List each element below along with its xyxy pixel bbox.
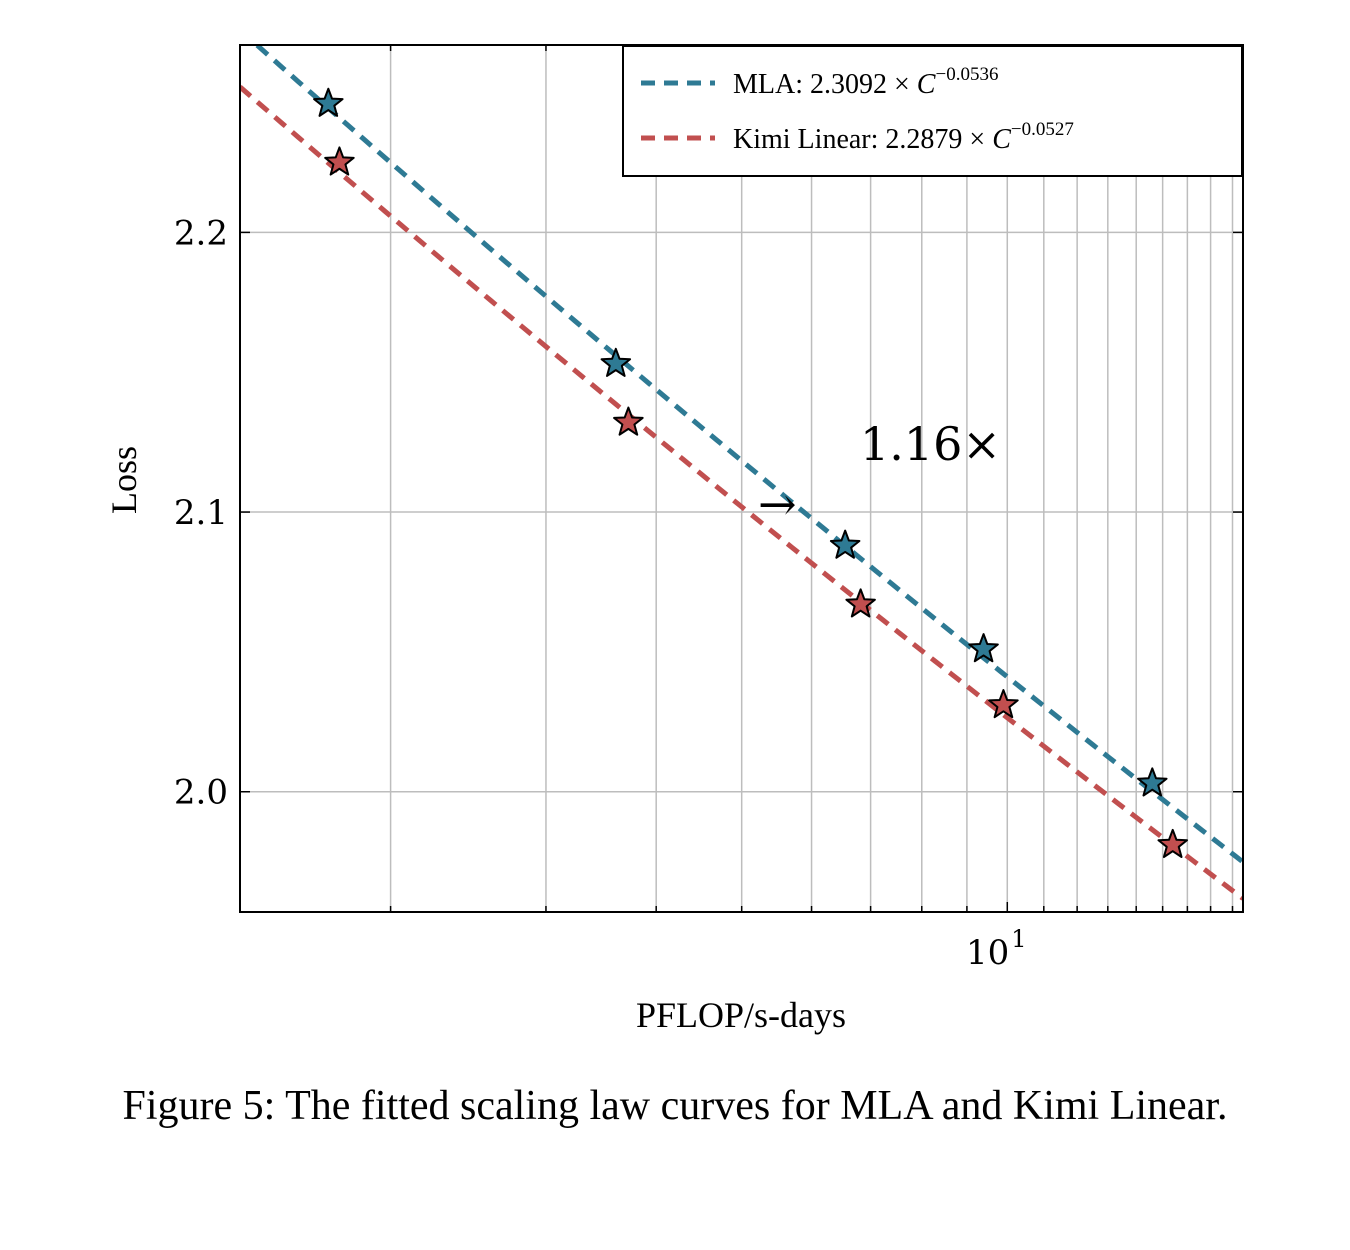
figure-caption: Figure 5: The fitted scaling law curves … <box>122 1083 1228 1129</box>
data-points <box>313 87 1188 859</box>
legend: MLA: 2.3092 × C−0.0536 Kimi Linear: 2.287… <box>622 45 1243 177</box>
x-tick-label-exponent: 1 <box>1011 925 1026 953</box>
annotation-arrow: → <box>758 477 797 531</box>
y-tick-label: 2.2 <box>174 213 228 253</box>
fit-curves <box>240 45 1243 901</box>
axis-ticks: 2.0 2.1 2.2 10 1 <box>174 45 1243 973</box>
data-point-star <box>600 347 632 377</box>
y-tick-label: 2.0 <box>174 773 228 813</box>
x-tick-label: 10 <box>966 933 1009 973</box>
legend-entry: Kimi Linear: 2.2879 × C−0.0527 <box>733 119 1074 155</box>
data-point-star <box>324 146 355 176</box>
scaling-law-chart: 2.0 2.1 2.2 10 1 1.16× → MLA: 2.3092 × C−0.0… <box>104 44 1244 1035</box>
fit-curve <box>253 45 1243 864</box>
x-axis-label: PFLOP/s-days <box>636 995 846 1035</box>
data-point-star <box>313 87 344 117</box>
annotation: 1.16× → <box>758 417 1001 531</box>
legend-box <box>622 45 1243 177</box>
grid <box>240 45 1243 912</box>
data-point-star <box>613 406 644 436</box>
y-axis-label: Loss <box>104 446 144 514</box>
fit-curve <box>240 85 1243 901</box>
data-point-star <box>968 633 999 663</box>
legend-entry: MLA: 2.3092 × C−0.0536 <box>733 64 998 100</box>
y-tick-label: 2.1 <box>174 493 228 533</box>
data-point-star <box>1137 767 1168 797</box>
data-point-star <box>829 529 861 559</box>
data-point-star <box>988 689 1019 719</box>
data-point-star <box>845 588 876 618</box>
data-point-star <box>1157 828 1188 859</box>
annotation-label: 1.16× <box>860 417 1001 471</box>
